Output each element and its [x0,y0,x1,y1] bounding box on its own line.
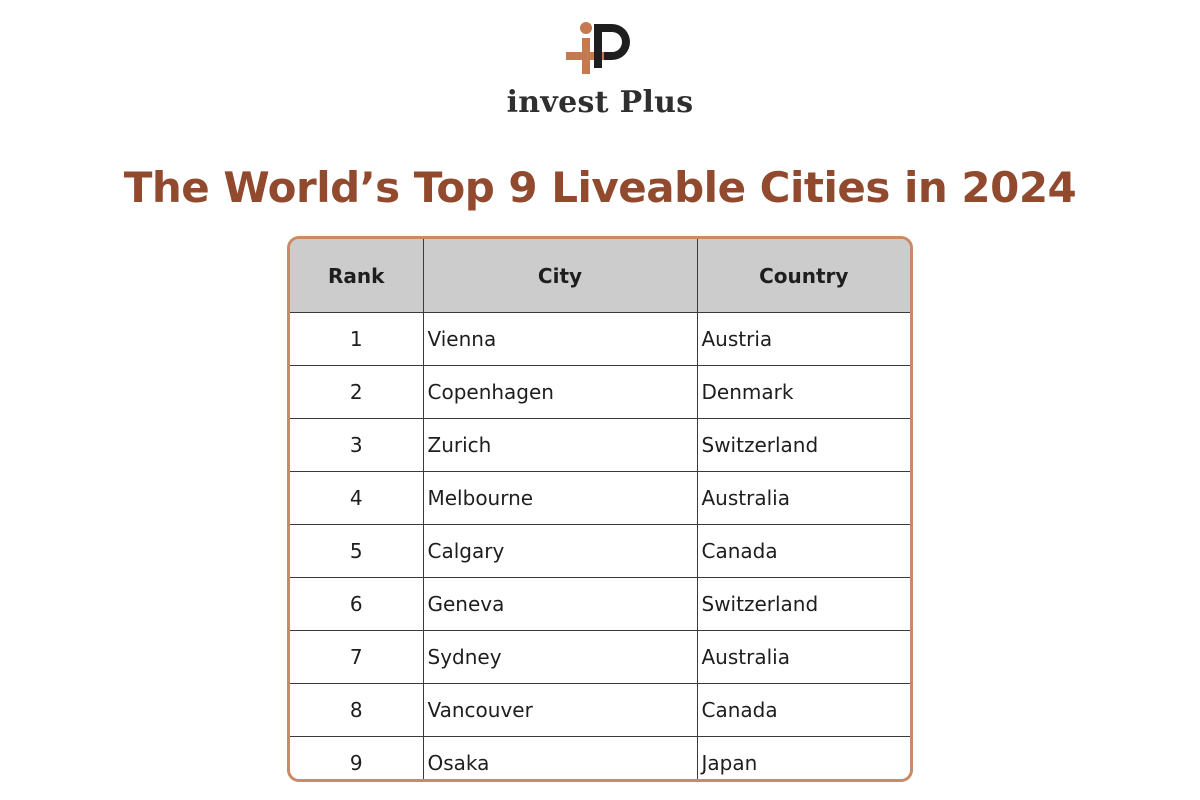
table-row: 5 Calgary Canada [290,524,910,578]
rank-cell: 5 [290,524,424,578]
table-row: 9 Osaka Japan [290,736,910,779]
header-city: City [422,239,698,313]
logo-wordmark: invest Plus [506,85,694,120]
city-cell: Geneva [422,577,698,631]
rank-cell: 7 [290,630,424,684]
city-cell: Zurich [422,418,698,472]
rank-cell: 8 [290,683,424,737]
brand-logo: invest Plus [0,18,1200,120]
table-row: 8 Vancouver Canada [290,683,910,737]
city-cell: Vienna [422,312,698,366]
city-cell: Sydney [422,630,698,684]
investplus-logo-icon [566,22,630,74]
rank-cell: 6 [290,577,424,631]
table-header-row: Rank City Country [290,239,910,313]
country-cell: Canada [696,524,910,578]
city-cell: Calgary [422,524,698,578]
rank-cell: 9 [290,736,424,779]
country-cell: Australia [696,471,910,525]
city-cell: Melbourne [422,471,698,525]
rank-cell: 2 [290,365,424,419]
city-cell: Osaka [422,736,698,779]
rank-cell: 3 [290,418,424,472]
table-row: 6 Geneva Switzerland [290,577,910,631]
header-country: Country [696,239,910,313]
table-row: 7 Sydney Australia [290,630,910,684]
header-rank: Rank [290,239,424,313]
table-row: 4 Melbourne Australia [290,471,910,525]
table-row: 2 Copenhagen Denmark [290,365,910,419]
country-cell: Canada [696,683,910,737]
country-cell: Austria [696,312,910,366]
city-cell: Vancouver [422,683,698,737]
country-cell: Switzerland [696,577,910,631]
country-cell: Switzerland [696,418,910,472]
country-cell: Australia [696,630,910,684]
rank-cell: 4 [290,471,424,525]
table-row: 1 Vienna Austria [290,312,910,366]
city-cell: Copenhagen [422,365,698,419]
table-row: 3 Zurich Switzerland [290,418,910,472]
cities-table: Rank City Country 1 Vienna Austria 2 Cop… [290,239,910,779]
cities-table-frame: Rank City Country 1 Vienna Austria 2 Cop… [287,236,913,782]
page-title: The World’s Top 9 Liveable Cities in 202… [123,163,1077,212]
rank-cell: 1 [290,312,424,366]
country-cell: Denmark [696,365,910,419]
country-cell: Japan [696,736,910,779]
